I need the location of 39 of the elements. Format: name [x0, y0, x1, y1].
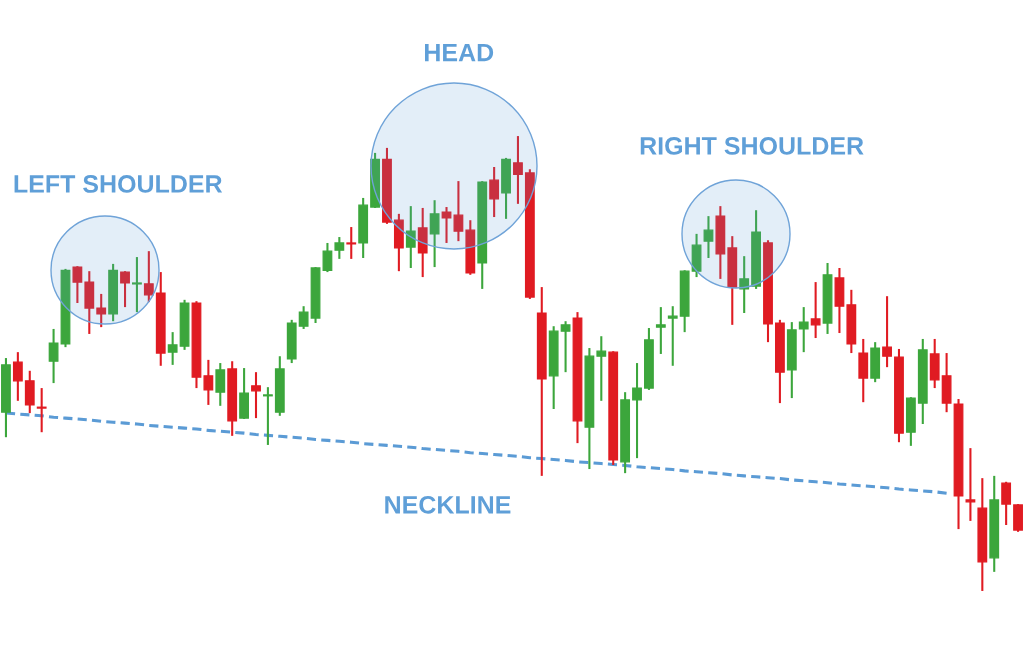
candlestick [798, 306, 809, 354]
candlestick [489, 165, 500, 219]
candlestick [632, 362, 642, 460]
candlestick [965, 447, 976, 522]
candlestick [739, 255, 750, 315]
candlestick [441, 205, 452, 245]
candlestick [143, 250, 154, 304]
candlestick [882, 295, 892, 369]
candlestick [215, 362, 226, 407]
candlestick [667, 305, 678, 367]
candlestick [346, 226, 357, 260]
candlestick [203, 358, 214, 406]
candlestick [298, 305, 309, 330]
candlestick [453, 180, 464, 243]
candlestick [132, 256, 142, 314]
text: HEAD [425, 43, 494, 62]
candlestick [167, 331, 178, 366]
candlestick [12, 351, 23, 402]
annotation: LEFT SHOULDER [14, 175, 223, 193]
candlestick [810, 281, 821, 340]
candlestick [322, 241, 333, 274]
annotation: RIGHT SHOULDER [640, 137, 864, 155]
candlestick [251, 371, 261, 420]
candlestick [513, 135, 523, 205]
candlestick [262, 386, 273, 446]
candlestick [1001, 480, 1012, 527]
candlestick [596, 335, 607, 402]
candlestick [120, 270, 130, 309]
candlestick [560, 320, 571, 374]
candlestick [48, 327, 59, 385]
candlestick [96, 292, 107, 329]
candlestick [36, 387, 47, 434]
annotation: NECKLINE [385, 495, 511, 514]
candlestick [334, 236, 345, 260]
candlestick [655, 306, 666, 355]
candlestick [72, 265, 83, 305]
candlestick [429, 199, 440, 269]
candlestick [405, 205, 416, 270]
candlestick [703, 215, 714, 260]
